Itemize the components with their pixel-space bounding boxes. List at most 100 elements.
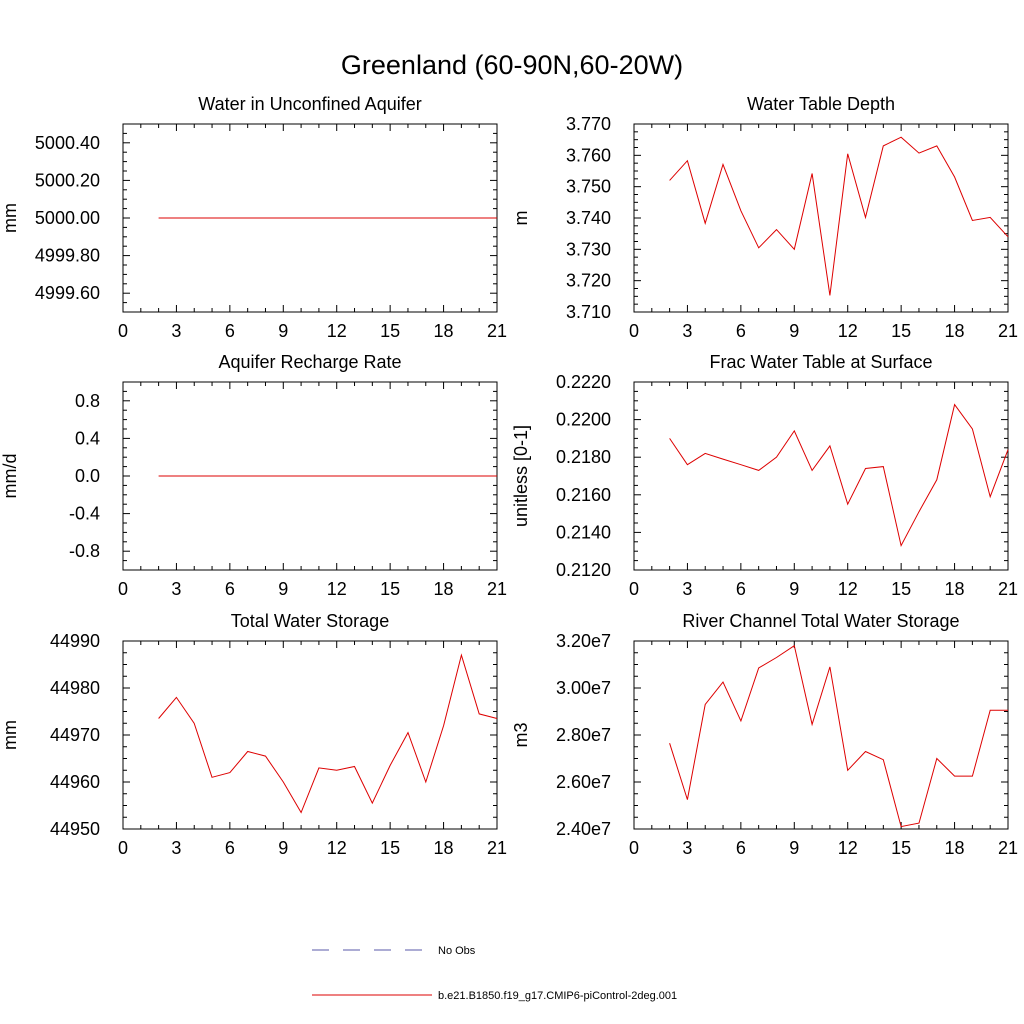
y-tick-label: 2.60e7 (556, 772, 611, 792)
y-tick-label: 44980 (50, 678, 100, 698)
x-tick-label: 6 (736, 579, 746, 599)
x-tick-label: 18 (945, 321, 965, 341)
x-tick-label: 3 (682, 838, 692, 858)
x-tick-label: 9 (278, 321, 288, 341)
x-tick-label: 6 (225, 838, 235, 858)
y-tick-label: 0.2180 (556, 447, 611, 467)
x-tick-label: 18 (434, 579, 454, 599)
y-tick-label: 0.4 (75, 428, 100, 448)
y-tick-label: 5000.20 (35, 170, 100, 190)
y-tick-label: 3.710 (566, 302, 611, 322)
y-tick-label: -0.8 (69, 541, 100, 561)
x-tick-label: 12 (327, 838, 347, 858)
y-tick-label: 3.20e7 (556, 631, 611, 651)
x-tick-label: 0 (118, 838, 128, 858)
y-axis-label: mm (0, 720, 20, 750)
y-tick-label: 44960 (50, 772, 100, 792)
x-tick-label: 15 (891, 838, 911, 858)
panel-title: River Channel Total Water Storage (682, 611, 959, 631)
panel-title: Water in Unconfined Aquifer (198, 94, 421, 114)
chart-panels: Water in Unconfined Aquifer mm 0 3 6 9 12 15 18 2… (0, 94, 1018, 858)
x-tick-label: 9 (789, 321, 799, 341)
x-tick-label: 15 (380, 579, 400, 599)
series-line (669, 136, 1009, 296)
y-tick-label: 0.2120 (556, 560, 611, 580)
y-tick-label: 3.770 (566, 114, 611, 134)
x-tick-label: 21 (998, 321, 1018, 341)
y-tick-label: 2.40e7 (556, 819, 611, 839)
x-tick-label: 6 (225, 321, 235, 341)
series-line (669, 644, 1008, 828)
y-axis-label: unitless [0-1] (511, 425, 531, 527)
y-tick-label: 44950 (50, 819, 100, 839)
y-tick-label: 3.750 (566, 177, 611, 197)
y-tick-label: 44970 (50, 725, 100, 745)
y-tick-label: 0.0 (75, 466, 100, 486)
y-tick-label: 3.720 (566, 271, 611, 291)
panel-title: Aquifer Recharge Rate (218, 352, 401, 372)
x-tick-label: 21 (487, 579, 507, 599)
y-axis-label: mm (0, 203, 20, 233)
x-tick-label: 21 (998, 579, 1018, 599)
x-tick-label: 21 (487, 321, 507, 341)
legend: No Obs b.e21.B1850.f19_g17.CMIP6-piContro… (312, 945, 677, 1002)
x-tick-label: 12 (327, 321, 347, 341)
y-tick-label: 3.760 (566, 145, 611, 165)
chart-panel-3: Aquifer Recharge Rate mm/d 0 3 6 9 12 15 18 21 -0.… (0, 352, 507, 599)
y-axis-label: m3 (511, 722, 531, 747)
x-tick-label: 3 (171, 838, 181, 858)
y-tick-label: -0.4 (69, 504, 100, 524)
y-tick-label: 3.730 (566, 239, 611, 259)
series-line (158, 653, 498, 814)
y-tick-label: 0.2200 (556, 410, 611, 430)
x-tick-label: 9 (278, 838, 288, 858)
panel-title: Water Table Depth (747, 94, 895, 114)
chart-panel-1: Water in Unconfined Aquifer mm 0 3 6 9 12 15 18 2… (0, 94, 507, 341)
plot-frame (633, 123, 1009, 313)
plot-frame (633, 381, 1009, 571)
x-tick-label: 12 (838, 321, 858, 341)
figure-title: Greenland (60-90N,60-20W) (341, 50, 683, 80)
x-tick-label: 9 (278, 579, 288, 599)
y-tick-label: 0.8 (75, 391, 100, 411)
x-tick-label: 15 (380, 321, 400, 341)
chart-panel-2: Water Table Depth m 0 3 6 9 12 15 18 21 3.710 3.720… (511, 94, 1018, 341)
y-tick-label: 3.740 (566, 208, 611, 228)
x-tick-label: 3 (171, 321, 181, 341)
chart-panel-6: River Channel Total Water Storage m3 0 3 6 9 1… (511, 611, 1018, 858)
x-tick-label: 3 (682, 321, 692, 341)
x-tick-label: 18 (434, 321, 454, 341)
series-line (669, 403, 1009, 548)
y-tick-label: 0.2220 (556, 372, 611, 392)
x-tick-label: 3 (682, 579, 692, 599)
x-tick-label: 0 (118, 579, 128, 599)
x-tick-label: 15 (891, 579, 911, 599)
y-tick-label: 4999.60 (35, 283, 100, 303)
x-tick-label: 3 (171, 579, 181, 599)
chart-panel-4: Frac Water Table at Surface unitless [0-1… (511, 352, 1018, 599)
legend-label: b.e21.B1850.f19_g17.CMIP6-piControl-2deg… (438, 990, 677, 1002)
y-tick-label: 0.2160 (556, 485, 611, 505)
x-tick-label: 0 (629, 579, 639, 599)
x-tick-label: 9 (789, 579, 799, 599)
x-tick-label: 18 (945, 579, 965, 599)
x-tick-label: 6 (225, 579, 235, 599)
x-tick-label: 21 (487, 838, 507, 858)
x-tick-label: 0 (118, 321, 128, 341)
y-axis-label: mm/d (0, 454, 20, 499)
x-tick-label: 0 (629, 321, 639, 341)
y-axis-label: m (511, 211, 531, 226)
x-tick-label: 6 (736, 838, 746, 858)
plot-frame (633, 640, 1009, 830)
legend-label: No Obs (438, 945, 476, 957)
panel-title: Frac Water Table at Surface (709, 352, 932, 372)
y-tick-label: 5000.00 (35, 208, 100, 228)
y-tick-label: 4999.80 (35, 246, 100, 266)
y-tick-label: 44990 (50, 631, 100, 651)
x-tick-label: 12 (838, 838, 858, 858)
x-tick-label: 9 (789, 838, 799, 858)
y-tick-label: 3.00e7 (556, 678, 611, 698)
x-tick-label: 18 (945, 838, 965, 858)
x-tick-label: 18 (434, 838, 454, 858)
